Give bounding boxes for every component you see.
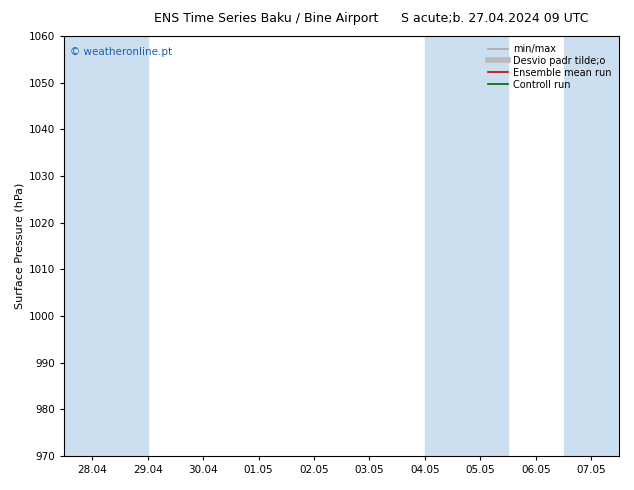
- Text: © weatheronline.pt: © weatheronline.pt: [70, 47, 172, 57]
- Y-axis label: Surface Pressure (hPa): Surface Pressure (hPa): [15, 183, 25, 309]
- Bar: [65, 36, 148, 456]
- Bar: [425, 36, 508, 456]
- Bar: [564, 36, 619, 456]
- Legend: min/max, Desvio padr tilde;o, Ensemble mean run, Controll run: min/max, Desvio padr tilde;o, Ensemble m…: [486, 41, 614, 93]
- Text: ENS Time Series Baku / Bine Airport: ENS Time Series Baku / Bine Airport: [154, 12, 378, 25]
- Text: S acute;b. 27.04.2024 09 UTC: S acute;b. 27.04.2024 09 UTC: [401, 12, 588, 25]
